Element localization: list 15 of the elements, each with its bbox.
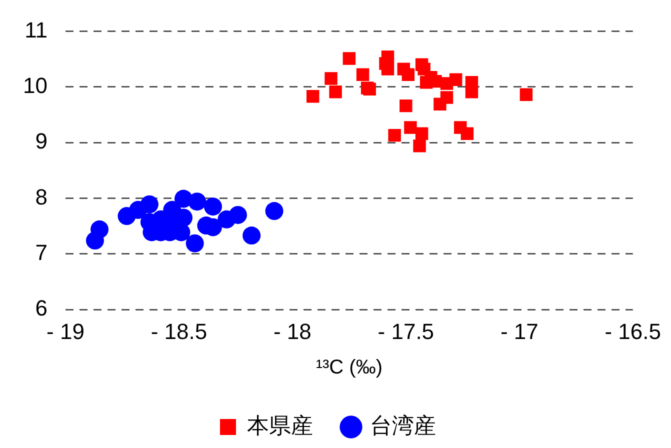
x-axis-title: ¹³C (‰) [316,356,382,379]
x-tick-label: - 19 [46,318,84,344]
x-tick-label: - 17.5 [378,318,434,344]
y-tick-label: 11 [24,17,48,42]
x-tick-label: - 18.5 [150,318,208,344]
x-tick-label: - 18 [273,318,312,344]
y-tick-label: 9 [35,128,48,154]
y-tick-label: 7 [35,240,48,265]
legend-label: 台湾産 [370,413,436,438]
x-tick-label: - 17 [500,318,538,344]
y-tick-label: 10 [22,72,48,98]
legend-label: 本県産 [247,413,313,438]
x-tick-label: - 16.5 [604,318,662,344]
y-tick-label: 8 [35,184,48,210]
y-tick-label: 6 [35,296,48,321]
